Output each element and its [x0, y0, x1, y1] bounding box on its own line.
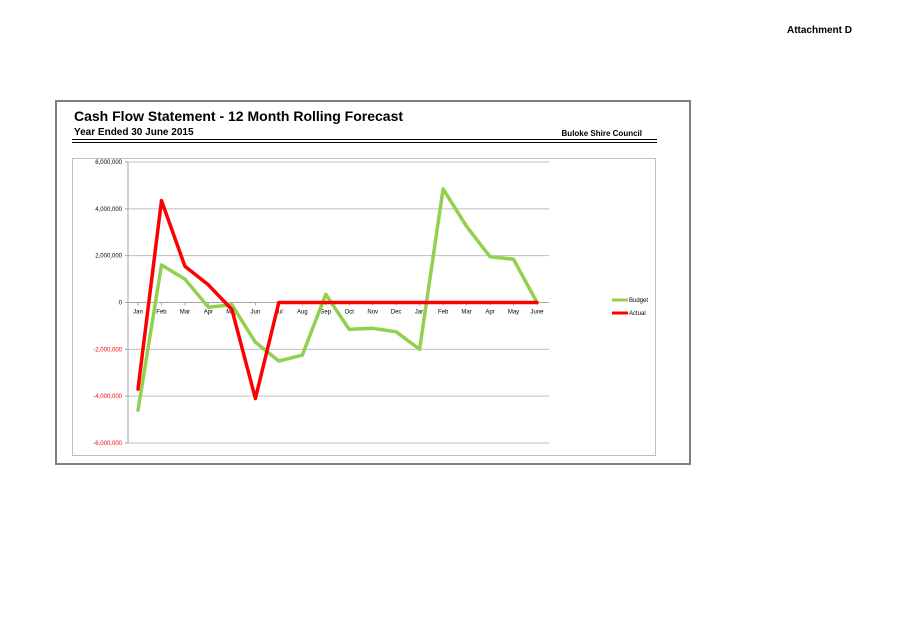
report-frame: Cash Flow Statement - 12 Month Rolling F…: [55, 100, 691, 465]
attachment-label: Attachment D: [786, 25, 852, 36]
header-rule: [72, 142, 657, 143]
chart-area-border: [72, 158, 656, 456]
report-subtitle: Year Ended 30 June 2015: [74, 127, 194, 138]
report-title: Cash Flow Statement - 12 Month Rolling F…: [74, 108, 404, 124]
header-rule: [72, 139, 657, 140]
organisation-name: Buloke Shire Council: [561, 129, 642, 138]
